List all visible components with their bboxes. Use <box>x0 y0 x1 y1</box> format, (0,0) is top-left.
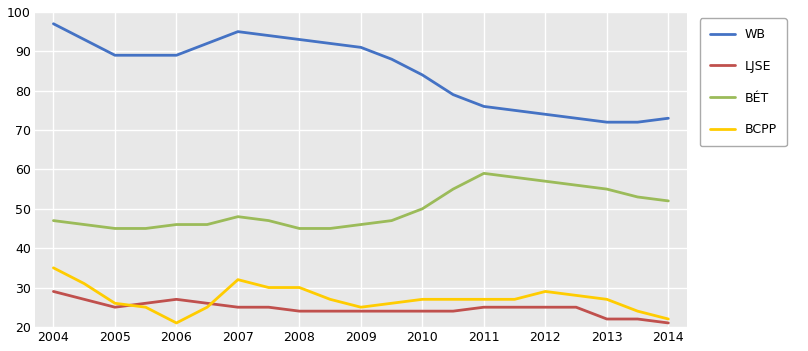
WB <box>202 41 212 46</box>
WB <box>418 73 427 77</box>
WB <box>326 41 335 46</box>
BCPP <box>479 297 489 302</box>
LJSE <box>387 309 397 313</box>
BÉT <box>79 223 89 227</box>
LJSE <box>571 305 581 309</box>
BÉT <box>510 175 520 179</box>
LJSE <box>295 309 305 313</box>
WB <box>295 38 305 42</box>
BCPP <box>356 305 366 309</box>
BÉT <box>233 214 242 219</box>
WB <box>663 116 673 120</box>
BÉT <box>448 187 458 191</box>
BCPP <box>233 278 242 282</box>
LJSE <box>663 321 673 325</box>
LJSE <box>356 309 366 313</box>
BÉT <box>633 195 642 199</box>
LJSE <box>602 317 612 321</box>
LJSE <box>263 305 273 309</box>
Line: BÉT: BÉT <box>53 173 668 229</box>
LJSE <box>418 309 427 313</box>
BCPP <box>418 297 427 302</box>
WB <box>510 108 520 112</box>
WB <box>602 120 612 124</box>
BCPP <box>326 297 335 302</box>
LJSE <box>110 305 120 309</box>
LJSE <box>233 305 242 309</box>
BÉT <box>541 179 550 183</box>
BCPP <box>295 285 305 290</box>
WB <box>233 29 242 34</box>
BCPP <box>141 305 150 309</box>
WB <box>387 57 397 61</box>
BÉT <box>571 183 581 187</box>
WB <box>110 53 120 57</box>
WB <box>79 38 89 42</box>
BCPP <box>602 297 612 302</box>
LJSE <box>171 297 181 302</box>
LJSE <box>479 305 489 309</box>
BÉT <box>202 223 212 227</box>
Legend: WB, LJSE, BÉT, BCPP: WB, LJSE, BÉT, BCPP <box>700 18 787 146</box>
LJSE <box>79 297 89 302</box>
BCPP <box>263 285 273 290</box>
Line: WB: WB <box>53 24 668 122</box>
WB <box>171 53 181 57</box>
BÉT <box>356 223 366 227</box>
LJSE <box>448 309 458 313</box>
BCPP <box>541 289 550 293</box>
BCPP <box>48 266 58 270</box>
Line: BCPP: BCPP <box>53 268 668 323</box>
BÉT <box>387 218 397 223</box>
BCPP <box>387 301 397 305</box>
LJSE <box>141 301 150 305</box>
BCPP <box>510 297 520 302</box>
WB <box>541 112 550 117</box>
WB <box>356 45 366 49</box>
WB <box>48 22 58 26</box>
BCPP <box>202 305 212 309</box>
LJSE <box>48 289 58 293</box>
BÉT <box>171 223 181 227</box>
WB <box>633 120 642 124</box>
BÉT <box>48 218 58 223</box>
WB <box>571 116 581 120</box>
BÉT <box>326 226 335 231</box>
Line: LJSE: LJSE <box>53 291 668 323</box>
LJSE <box>510 305 520 309</box>
BCPP <box>663 317 673 321</box>
LJSE <box>633 317 642 321</box>
BÉT <box>418 207 427 211</box>
BÉT <box>141 226 150 231</box>
BCPP <box>79 282 89 286</box>
BCPP <box>633 309 642 313</box>
BÉT <box>263 218 273 223</box>
BÉT <box>663 199 673 203</box>
LJSE <box>541 305 550 309</box>
LJSE <box>202 301 212 305</box>
WB <box>141 53 150 57</box>
BÉT <box>479 171 489 176</box>
BCPP <box>448 297 458 302</box>
BÉT <box>602 187 612 191</box>
BCPP <box>571 293 581 298</box>
BCPP <box>110 301 120 305</box>
BÉT <box>110 226 120 231</box>
BCPP <box>171 321 181 325</box>
LJSE <box>326 309 335 313</box>
WB <box>448 93 458 97</box>
BÉT <box>295 226 305 231</box>
WB <box>263 33 273 38</box>
WB <box>479 104 489 108</box>
